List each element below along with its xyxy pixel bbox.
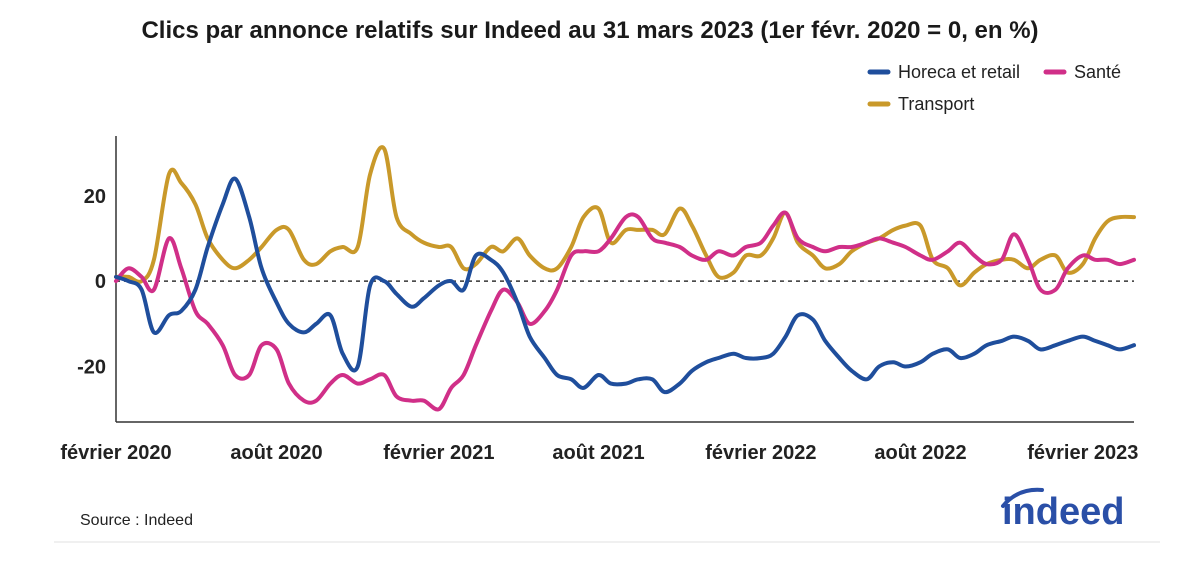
legend-label-horeca-et-retail: Horeca et retail (898, 62, 1020, 82)
series-lines (114, 145, 1136, 412)
legend: Horeca et retail Santé Transport (867, 62, 1121, 114)
logo-text: indeed (1002, 491, 1124, 533)
y-tick-label: 0 (95, 271, 106, 293)
axes (115, 136, 1134, 423)
x-tick-label: août 2022 (874, 442, 966, 464)
x-tick-label: février 2023 (1027, 442, 1138, 464)
x-tick-label: août 2020 (230, 442, 322, 464)
series-line-transport (114, 145, 1136, 288)
y-tick-label: 20 (84, 186, 106, 208)
x-tick-label: février 2020 (60, 442, 171, 464)
logo-arc-icon (1001, 487, 1044, 508)
x-tick-labels: février 2020 août 2020 février 2021 août 20… (60, 442, 1138, 464)
source-note: Source : Indeed (80, 512, 193, 529)
x-tick-label: février 2021 (383, 442, 494, 464)
chart-title: Clics par annonce relatifs sur Indeed au… (141, 17, 1038, 44)
series-line-sant (114, 210, 1136, 412)
y-tick-label: -20 (77, 357, 106, 379)
x-tick-label: août 2021 (552, 442, 644, 464)
x-tick-label: février 2022 (705, 442, 816, 464)
legend-label-transport: Transport (898, 94, 974, 114)
indeed-logo: indeed (1001, 487, 1124, 533)
y-tick-labels: 20 0 -20 (77, 186, 106, 379)
legend-label-sant: Santé (1074, 62, 1121, 82)
series-line-horeca-et-retail (114, 176, 1136, 395)
